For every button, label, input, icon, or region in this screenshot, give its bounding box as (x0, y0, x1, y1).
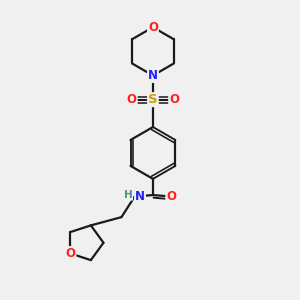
Text: O: O (148, 21, 158, 34)
Text: O: O (65, 247, 76, 260)
Text: H: H (124, 190, 133, 200)
Text: N: N (148, 69, 158, 82)
Text: O: O (169, 93, 179, 106)
Text: O: O (127, 93, 137, 106)
Text: S: S (148, 93, 158, 106)
Text: O: O (166, 190, 176, 203)
Text: N: N (135, 190, 145, 203)
